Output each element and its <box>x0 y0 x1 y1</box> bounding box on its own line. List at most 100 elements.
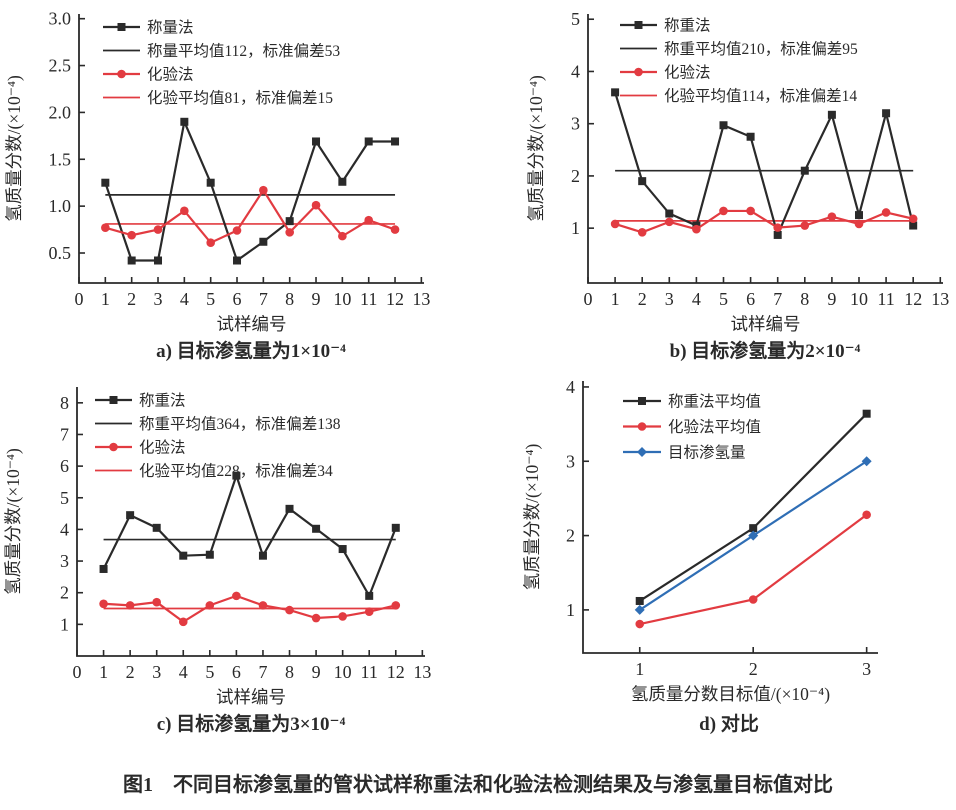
y-tick-label: 2 <box>60 583 69 603</box>
x-tick-label: 13 <box>413 662 431 682</box>
series-line <box>102 472 397 599</box>
data-point-marker <box>719 121 728 130</box>
y-tick-label: 5 <box>60 488 69 508</box>
chart-b: 0 1 2 3 4 5 6 7 8 9 10 11 12 1312345试样编号氢质量分数/(×10⁻⁴)… <box>526 9 949 334</box>
data-point-marker <box>908 214 918 224</box>
series-line <box>105 188 396 245</box>
legend-label: 称量平均值112，标准偏差53 <box>147 42 340 60</box>
y-tick-label: 2 <box>566 526 575 546</box>
data-point-marker <box>338 545 347 554</box>
data-point-marker <box>749 524 758 533</box>
series-line <box>103 594 397 624</box>
x-tick-label: 3 <box>152 662 161 682</box>
data-point-marker <box>285 504 294 513</box>
data-point-marker <box>117 69 126 79</box>
series-line <box>614 92 915 239</box>
data-point-marker <box>232 471 241 480</box>
legend-label: 化验法平均值 <box>668 418 761 436</box>
y-tick-label: 1.5 <box>49 149 72 169</box>
x-tick-label: 11 <box>877 289 894 309</box>
data-point-marker <box>665 209 674 218</box>
x-axis-label: 试样编号 <box>731 314 801 334</box>
x-tick-label: 8 <box>285 662 294 682</box>
x-tick-label: 11 <box>361 662 378 682</box>
x-tick-label: 6 <box>232 662 241 682</box>
data-point-marker <box>154 256 163 265</box>
data-point-marker <box>854 211 863 220</box>
x-tick-label: 8 <box>800 289 809 309</box>
data-point-marker <box>233 256 242 265</box>
y-tick-label: 3.0 <box>49 9 72 29</box>
y-tick-label: 2.0 <box>49 102 72 122</box>
data-point-marker <box>365 591 374 600</box>
x-tick-label: 10 <box>333 289 351 309</box>
x-tick-label: 5 <box>719 289 728 309</box>
figure-caption: 图1 不同目标渗氢量的管状试样称重法和化验法检测结果及与渗氢量目标值对比 <box>123 774 833 796</box>
chart-c: 0 1 2 3 4 5 6 7 8 9 10 11 12 1312345678试样编号氢质量分数/(×10… <box>3 387 431 707</box>
data-point-marker <box>259 185 268 195</box>
y-axis-label: 氢质量分数/(×10⁻⁴) <box>522 443 542 590</box>
data-point-marker <box>125 601 135 610</box>
x-axis-label: 试样编号 <box>216 687 286 707</box>
data-point-marker <box>861 456 872 467</box>
data-point-marker <box>746 132 755 141</box>
data-point-marker <box>909 221 918 230</box>
data-point-marker <box>338 231 347 241</box>
y-tick-label: 1.0 <box>49 196 72 216</box>
y-axis-label: 氢质量分数/(×10⁻⁴) <box>3 448 23 595</box>
y-axis-label: 氢质量分数/(×10⁻⁴) <box>526 75 546 222</box>
x-tick-label: 7 <box>773 289 782 309</box>
data-point-marker <box>638 177 647 186</box>
legend-label: 称重法 <box>664 17 711 35</box>
legend-label: 目标渗氢量 <box>668 444 746 462</box>
data-point-marker <box>773 223 782 232</box>
data-point-marker <box>664 217 674 227</box>
x-tick-label: 7 <box>258 662 267 682</box>
data-point-marker <box>101 223 110 233</box>
data-point-marker <box>634 67 643 77</box>
y-tick-label: 4 <box>566 377 575 397</box>
x-tick-label: 13 <box>931 289 949 309</box>
x-tick-label: 4 <box>180 289 189 309</box>
data-point-marker <box>637 228 647 237</box>
series-line <box>614 209 914 234</box>
x-tick-label: 1 <box>611 289 620 309</box>
data-point-marker <box>391 601 401 610</box>
data-point-marker <box>746 206 755 216</box>
data-point-marker <box>611 88 620 97</box>
data-point-marker <box>259 237 268 246</box>
y-tick-label: 4 <box>571 61 580 81</box>
legend-label: 称重法 <box>139 392 186 410</box>
legend-label: 化验平均值114，标准偏差14 <box>664 87 857 105</box>
data-point-marker <box>748 595 758 604</box>
legend-label: 称量法 <box>147 19 194 37</box>
data-point-marker <box>101 178 110 187</box>
data-point-marker <box>338 177 347 186</box>
y-tick-label: 5 <box>571 9 580 29</box>
data-point-marker <box>638 397 646 405</box>
data-point-marker <box>127 230 136 240</box>
y-tick-label: 3 <box>571 114 580 134</box>
data-point-marker <box>635 619 645 629</box>
x-tick-label: 9 <box>827 289 836 309</box>
x-tick-label: 3 <box>862 659 871 679</box>
x-axis-label: 试样编号 <box>217 314 287 334</box>
data-point-marker <box>127 256 136 265</box>
x-tick-label: 4 <box>692 289 701 309</box>
data-point-marker <box>179 551 188 560</box>
data-point-marker <box>634 21 643 29</box>
x-tick-label: 5 <box>206 289 215 309</box>
subplot-b-caption: b) 目标渗氢量为2×10⁻⁴ <box>669 341 861 362</box>
data-point-marker <box>800 166 809 175</box>
data-point-marker <box>882 109 891 118</box>
data-point-marker <box>117 23 126 31</box>
subplot-c-caption: c) 目标渗氢量为3×10⁻⁴ <box>156 714 346 735</box>
data-point-marker <box>862 409 871 418</box>
data-point-marker <box>285 217 294 226</box>
data-point-marker <box>312 524 321 533</box>
x-tick-label: 2 <box>638 289 647 309</box>
data-point-marker <box>152 597 161 607</box>
data-point-marker <box>827 212 837 221</box>
data-point-marker <box>854 219 864 229</box>
